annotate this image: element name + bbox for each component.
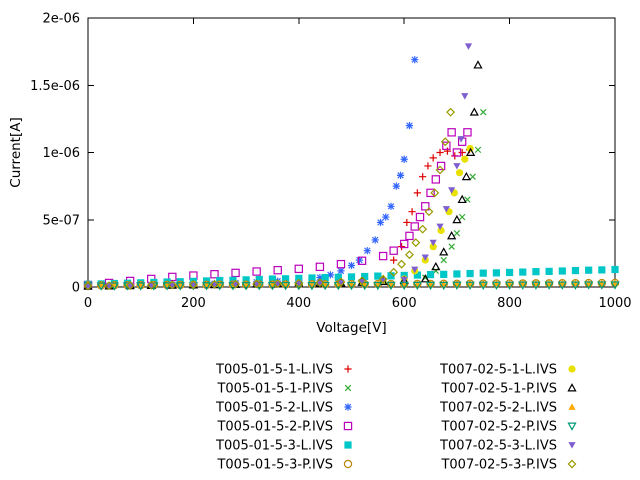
legend-marker-T007-02-5-3-L.IVS: [568, 442, 576, 449]
y-tick-label: 2e-06: [42, 12, 80, 27]
legend-label-T007-02-5-3-P.IVS: T007-02-5-3-P.IVS: [440, 458, 557, 473]
series-T007-02-5-3-P.IVS: [83, 107, 456, 291]
y-tick-label: 1.5e-06: [30, 79, 80, 94]
x-tick-label: 0: [84, 296, 92, 311]
x-tick-label: 400: [286, 296, 311, 311]
legend-marker-T007-02-5-2-L.IVS: [568, 403, 576, 410]
legend-label-T005-01-5-2-L.IVS: T005-01-5-2-L.IVS: [215, 401, 333, 416]
legend-marker-T005-01-5-2-P.IVS: [343, 421, 353, 431]
y-tick-label: 0: [72, 281, 80, 296]
series-T005-01-5-2-P.IVS: [83, 128, 472, 290]
legend-label-T007-02-5-1-L.IVS: T007-02-5-1-L.IVS: [439, 363, 557, 378]
legend-label-T007-02-5-2-P.IVS: T007-02-5-2-P.IVS: [440, 420, 557, 435]
legend-marker-T007-02-5-1-P.IVS: [567, 383, 577, 392]
legend-label-T005-01-5-3-P.IVS: T005-01-5-3-P.IVS: [216, 458, 333, 473]
legend-marker-T007-02-5-3-P.IVS: [567, 459, 577, 469]
x-axis-label: Voltage[V]: [316, 320, 386, 336]
x-tick-label: 600: [392, 296, 417, 311]
y-tick-label: 1e-06: [42, 146, 80, 161]
legend-label-T005-01-5-1-L.IVS: T005-01-5-1-L.IVS: [215, 363, 333, 378]
legend-marker-T005-01-5-1-P.IVS: [344, 384, 352, 392]
legend-marker-T005-01-5-2-L.IVS: [344, 403, 352, 411]
plot-frame: [87, 17, 616, 288]
legend-label-T007-02-5-1-P.IVS: T007-02-5-1-P.IVS: [440, 382, 557, 397]
legend-marker-T005-01-5-3-P.IVS: [343, 459, 353, 469]
series-T007-02-5-3-L.IVS: [84, 43, 473, 290]
series-T007-02-5-2-P.IVS: [83, 281, 620, 291]
legend-label-T005-01-5-1-P.IVS: T005-01-5-1-P.IVS: [216, 382, 333, 397]
legend-label-T007-02-5-3-L.IVS: T007-02-5-3-L.IVS: [439, 439, 557, 454]
legend-marker-T007-02-5-2-P.IVS: [567, 422, 577, 431]
legend-label-T007-02-5-2-L.IVS: T007-02-5-2-L.IVS: [439, 401, 557, 416]
legend-label-T005-01-5-2-P.IVS: T005-01-5-2-P.IVS: [216, 420, 333, 435]
series-T005-01-5-2-L.IVS: [84, 56, 419, 290]
legend-marker-T007-02-5-1-L.IVS: [568, 365, 576, 373]
legend-marker-T005-01-5-1-L.IVS: [344, 365, 352, 373]
legend-marker-T005-01-5-3-L.IVS: [344, 441, 352, 449]
x-tick-label: 800: [497, 296, 522, 311]
legend-label-T005-01-5-3-L.IVS: T005-01-5-3-L.IVS: [215, 439, 333, 454]
y-tick-label: 5e-07: [42, 213, 80, 228]
y-axis-label: Current[A]: [8, 117, 24, 187]
x-tick-label: 1000: [598, 296, 631, 311]
x-tick-label: 200: [181, 296, 206, 311]
